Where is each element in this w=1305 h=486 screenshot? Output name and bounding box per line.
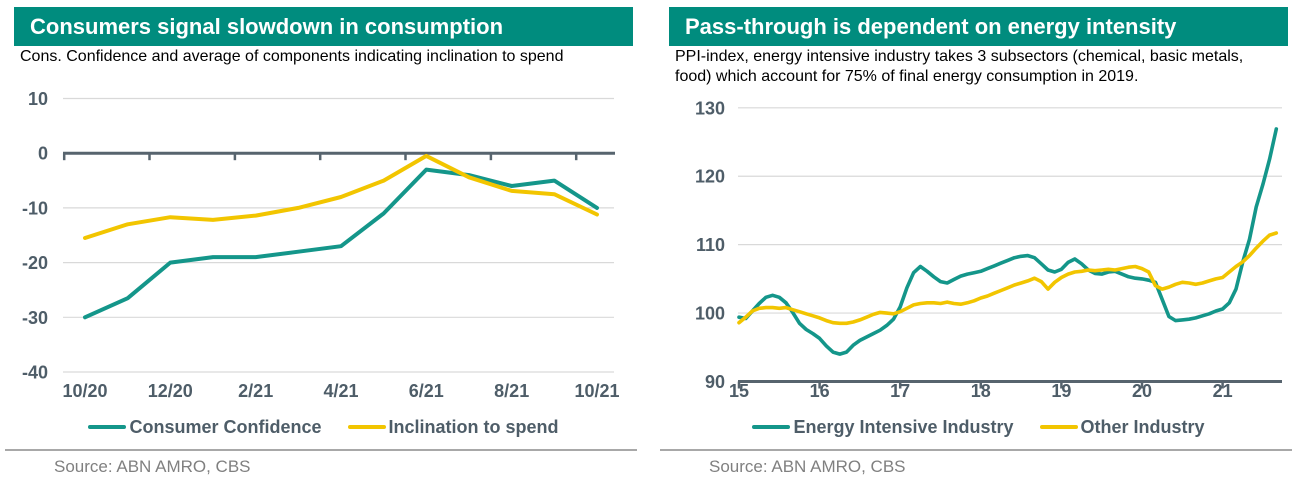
legend-label: Inclination to spend bbox=[388, 416, 559, 437]
legend-item-consumer-confidence: Consumer Confidence bbox=[88, 416, 322, 438]
y-tick-label: -20 bbox=[22, 253, 48, 273]
legend-item-energy-intensive-industry: Energy Intensive Industry bbox=[752, 416, 1014, 438]
y-tick-label: 100 bbox=[695, 304, 725, 324]
y-tick-label: -10 bbox=[22, 198, 48, 218]
y-tick-label: 90 bbox=[705, 372, 725, 392]
x-tick-label: 19 bbox=[1051, 381, 1071, 401]
x-tick-label: 18 bbox=[971, 381, 991, 401]
x-tick-label: 10/20 bbox=[62, 381, 107, 401]
chart-title-bar: Consumers signal slowdown in consumption bbox=[14, 7, 633, 46]
chart-subtitle: PPI-index, energy intensive industry tak… bbox=[675, 48, 1244, 85]
x-tick-label: 17 bbox=[890, 381, 910, 401]
y-tick-label: -30 bbox=[22, 308, 48, 328]
chart-title: Pass-through is dependent on energy inte… bbox=[685, 14, 1177, 39]
teal-line-swatch-icon bbox=[752, 424, 791, 430]
chart-title-bar: Pass-through is dependent on energy inte… bbox=[669, 7, 1288, 46]
x-tick-label: 15 bbox=[729, 381, 749, 401]
chart-subtitle: Cons. Confidence and average of componen… bbox=[20, 48, 564, 65]
x-tick-label: 2/21 bbox=[238, 381, 273, 401]
legend-item-other-industry: Other Industry bbox=[1039, 416, 1205, 438]
legend-label: Other Industry bbox=[1080, 416, 1205, 437]
legend: Energy Intensive Industry Other Industry bbox=[669, 414, 1288, 440]
series-line-teal bbox=[83, 167, 599, 320]
y-tick-label: 110 bbox=[696, 235, 725, 255]
yellow-line-swatch-icon bbox=[347, 424, 386, 430]
y-tick-label: -40 bbox=[22, 363, 48, 383]
legend-label: Consumer Confidence bbox=[129, 416, 322, 437]
yellow-line-swatch-icon bbox=[1039, 424, 1078, 430]
y-tick-label: 130 bbox=[695, 98, 725, 118]
series-line-yellow bbox=[737, 231, 1279, 326]
legend-item-inclination-to-spend: Inclination to spend bbox=[347, 416, 559, 438]
source-note: Source: ABN AMRO, CBS bbox=[709, 457, 906, 476]
y-tick-label: 10 bbox=[28, 89, 48, 109]
x-tick-label: 6/21 bbox=[409, 381, 444, 401]
panel-energy-intensity: 90 100 110 120 130 15 16 17 18 19 20 21 Pass-throug… bbox=[660, 0, 1292, 486]
divider bbox=[5, 449, 637, 451]
series-line-yellow bbox=[83, 153, 599, 240]
legend-label: Energy Intensive Industry bbox=[793, 416, 1014, 437]
teal-line-swatch-icon bbox=[88, 424, 127, 430]
x-tick-label: 8/21 bbox=[494, 381, 529, 401]
panel-consumer-confidence: 10 0 -10 -20 -30 -40 10/20 12/20 2/21 4/21 6/21 8/2… bbox=[5, 0, 637, 486]
x-tick-label: 10/21 bbox=[574, 381, 619, 401]
x-tick-label: 12/20 bbox=[148, 381, 193, 401]
y-tick-label: 0 bbox=[38, 144, 48, 164]
series-line-teal bbox=[737, 127, 1279, 356]
x-tick-label: 4/21 bbox=[323, 381, 358, 401]
x-tick-label: 16 bbox=[810, 381, 830, 401]
y-tick-label: 120 bbox=[695, 167, 725, 187]
chart-title: Consumers signal slowdown in consumption bbox=[30, 14, 504, 39]
legend: Consumer Confidence Inclination to spend bbox=[14, 414, 633, 440]
x-tick-label: 20 bbox=[1132, 381, 1152, 401]
source-note: Source: ABN AMRO, CBS bbox=[54, 457, 251, 476]
divider bbox=[660, 449, 1292, 451]
x-tick-label: 21 bbox=[1213, 381, 1233, 401]
